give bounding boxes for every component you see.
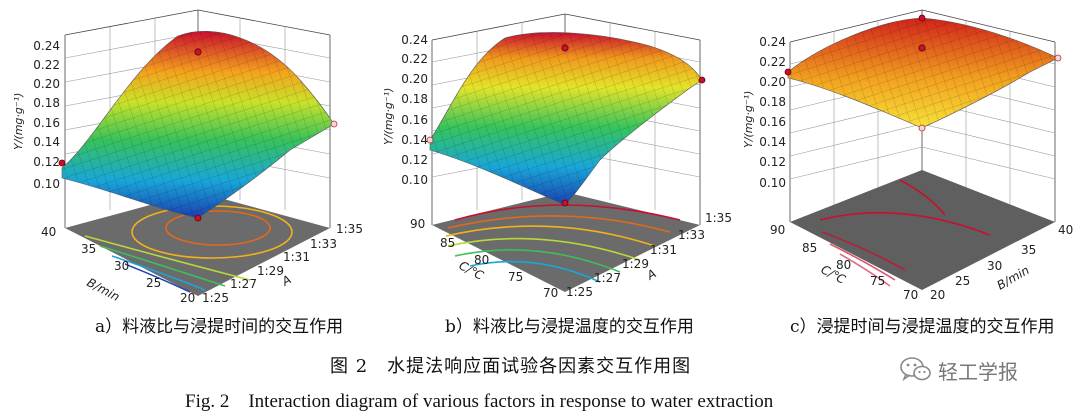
panel-b-z-tick: 0.16 — [401, 113, 428, 127]
panel-c-left-tick: 75 — [870, 274, 885, 288]
panel-b-z-tick: 0.14 — [401, 133, 428, 147]
panel-a-z-tick: 0.14 — [33, 135, 60, 149]
panel-a-z-tick: 0.16 — [33, 116, 60, 130]
panel-a: 0.24 0.22 0.20 0.18 0.16 0.14 0.12 0.10 … — [12, 9, 363, 305]
panel-b-right-tick: 1:25 — [566, 285, 593, 299]
panel-b-left-tick: 75 — [508, 270, 523, 284]
panel-a-right-tick: 1:27 — [230, 277, 257, 291]
panel-b-point-left — [426, 136, 434, 144]
panel-a-right-tick: 1:35 — [336, 222, 363, 236]
panel-a-left-tick: 25 — [146, 276, 161, 290]
panel-b-z-label: Y/(mg·g⁻¹) — [382, 88, 395, 145]
panel-b-right-tick: 1:29 — [622, 257, 649, 271]
panel-c-right-tick: 35 — [1021, 243, 1036, 257]
panel-c-contour-floor — [790, 170, 1055, 290]
panel-a-left-label: B/min — [85, 275, 122, 304]
panel-b-right-label: A — [644, 266, 659, 283]
panel-a-z-tick: 0.18 — [33, 96, 60, 110]
panel-a-point-center — [194, 48, 202, 56]
panel-b-right-tick: 1:33 — [678, 228, 705, 242]
panel-b-z-tick: 0.18 — [401, 92, 428, 106]
panel-c-z-tick: 0.12 — [759, 155, 786, 169]
wechat-icon — [900, 357, 931, 382]
panel-c-right-tick: 25 — [955, 274, 970, 288]
panel-b-left-tick: 90 — [410, 217, 425, 231]
panel-a-z-tick: 0.20 — [33, 77, 60, 91]
panel-a-z-label: Y/(mg·g⁻¹) — [12, 93, 25, 150]
panel-b-left-tick: 70 — [543, 286, 558, 300]
panel-b: 0.24 0.22 0.20 0.18 0.16 0.14 0.12 0.10 … — [382, 13, 732, 300]
watermark-text: 轻工学报 — [938, 359, 1018, 384]
panel-a-right-tick: 1:29 — [257, 264, 284, 278]
panel-a-left-tick: 30 — [114, 259, 129, 273]
panel-a-left-tick: 35 — [81, 242, 96, 256]
panel-a-caption: a）料液比与浸提时间的交互作用 — [95, 317, 344, 337]
panel-b-z-tick: 0.20 — [401, 72, 428, 86]
panel-c-z-tick: 0.14 — [759, 135, 786, 149]
panel-c-right-tick: 30 — [987, 259, 1002, 273]
panel-a-right-tick: 1:25 — [202, 291, 229, 305]
panel-b-contour-lines — [445, 204, 681, 283]
source-watermark: 轻工学报 — [900, 354, 1018, 386]
panel-c-point-center — [918, 44, 926, 52]
panel-c-z-tick: 0.10 — [759, 176, 786, 190]
panel-a-point-front — [194, 214, 202, 222]
panel-a-z-tick: 0.24 — [33, 39, 60, 53]
panel-c-z-label: Y/(mg·g⁻¹) — [742, 91, 755, 148]
panel-c-left-tick: 90 — [770, 223, 785, 237]
panel-a-z-tick: 0.10 — [33, 177, 60, 191]
panel-b-surface-mesh — [430, 32, 702, 205]
panel-b-caption: b）料液比与浸提温度的交互作用 — [445, 317, 694, 337]
panel-a-point-right — [330, 120, 338, 128]
panel-b-right-tick: 1:27 — [594, 271, 621, 285]
panel-c: 0.24 0.22 0.20 0.18 0.16 0.14 0.12 0.10 … — [742, 9, 1073, 302]
panel-c-left-tick: 85 — [802, 241, 817, 255]
panel-a-z-tick: 0.22 — [33, 58, 60, 72]
panel-a-right-tick: 1:33 — [310, 237, 337, 251]
panel-b-point-center — [561, 44, 569, 52]
panel-b-z-tick: 0.22 — [401, 52, 428, 66]
figure-plots: 0.24 0.22 0.20 0.18 0.16 0.14 0.12 0.10 … — [12, 9, 1073, 305]
panel-c-contour-lines — [819, 179, 991, 287]
panel-b-left-tick: 80 — [474, 253, 489, 267]
panel-b-z-tick: 0.12 — [401, 153, 428, 167]
panel-c-point-right — [1054, 54, 1062, 62]
panel-a-right-tick: 1:31 — [283, 250, 310, 264]
panel-c-z-tick: 0.18 — [759, 95, 786, 109]
panel-c-z-tick: 0.20 — [759, 75, 786, 89]
panel-a-left-tick: 40 — [41, 225, 56, 239]
panel-b-z-tick: 0.24 — [401, 33, 428, 47]
panel-b-z-tick: 0.10 — [401, 173, 428, 187]
panel-a-z-tick: 0.12 — [33, 155, 60, 169]
panel-a-surface-mesh — [62, 31, 334, 219]
panel-a-left-tick: 20 — [180, 291, 195, 305]
panel-c-right-tick: 20 — [930, 288, 945, 302]
panel-b-right-tick: 1:35 — [705, 211, 732, 225]
panel-a-right-label: A — [279, 272, 294, 289]
panel-c-right-tick: 40 — [1058, 223, 1073, 237]
panel-c-z-tick: 0.22 — [759, 55, 786, 69]
panel-c-z-tick: 0.16 — [759, 115, 786, 129]
panel-c-left-tick: 80 — [836, 258, 851, 272]
panel-b-point-right — [698, 76, 706, 84]
panel-c-point-front — [918, 124, 926, 132]
panel-b-right-tick: 1:31 — [650, 243, 677, 257]
figure-caption-cn: 图 2 水提法响应面试验各因素交互作用图 — [330, 356, 692, 377]
panel-b-point-front — [561, 199, 569, 207]
panel-c-point-left — [784, 68, 792, 76]
panel-b-left-tick: 85 — [440, 236, 455, 250]
panel-c-z-tick: 0.24 — [759, 35, 786, 49]
panel-c-caption: c）浸提时间与浸提温度的交互作用 — [790, 317, 1055, 337]
panel-a-point-left — [58, 159, 66, 167]
figure-caption-en: Fig. 2 Interaction diagram of various fa… — [185, 391, 774, 412]
panel-c-surface-mesh — [788, 18, 1058, 128]
panel-c-left-tick: 70 — [903, 288, 918, 302]
panel-c-point-top — [918, 14, 926, 22]
